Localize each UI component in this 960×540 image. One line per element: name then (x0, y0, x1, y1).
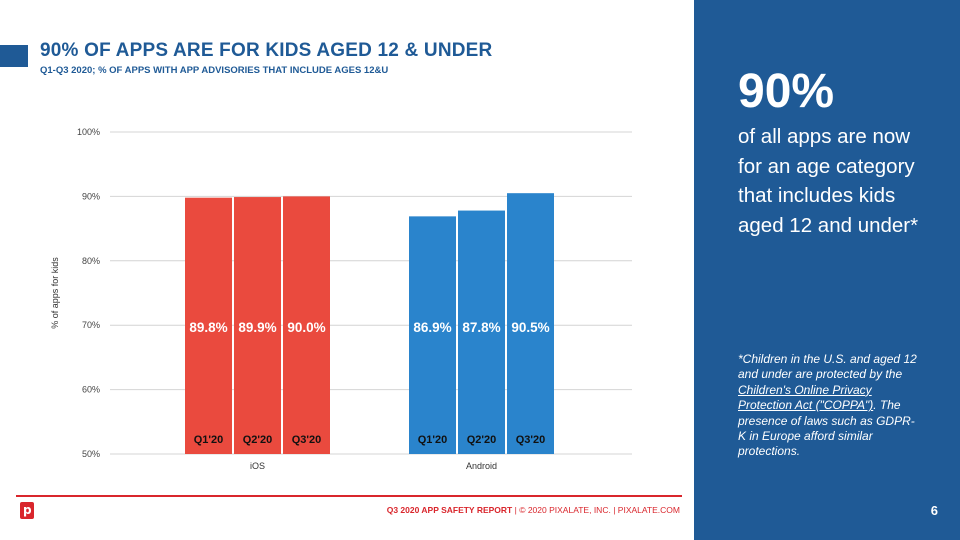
bar (283, 196, 330, 454)
coppa-link[interactable]: Children's Online Privacy Protection Act… (738, 382, 874, 413)
y-tick-label: 60% (82, 385, 100, 395)
y-tick-label: 80% (82, 256, 100, 266)
footer-divider (16, 495, 682, 497)
title-accent-tab (0, 45, 28, 67)
bar (234, 197, 281, 454)
x-category-label: Android (466, 461, 497, 471)
bar-value-label: 90.0% (287, 320, 325, 335)
bar-quarter-label: Q3'20 (292, 434, 322, 446)
y-tick-label: 70% (82, 320, 100, 330)
bar (409, 216, 456, 454)
bar-chart: 50% 60% 70% 80% 90% 100% % of apps for kids 89.… (50, 127, 632, 471)
bar-quarter-label: Q1'20 (194, 434, 224, 446)
stat-description: of all apps are now for an age category … (738, 125, 919, 237)
bar (185, 197, 232, 455)
slide-content: 90% OF APPS ARE FOR KIDS AGED 12 & UNDER… (0, 40, 682, 519)
bar-quarter-label: Q2'20 (243, 434, 273, 446)
big-stat: 90% (738, 65, 835, 118)
bar-value-label: 86.9% (413, 320, 451, 335)
footnote-rest: . The presence of laws such as GDPR-K in… (738, 398, 915, 459)
y-tick-label: 100% (77, 127, 100, 137)
footer-separator: | (613, 505, 616, 515)
y-tick-label: 50% (82, 449, 100, 459)
footnote: *Children in the U.S. and aged 12 and un… (738, 352, 920, 460)
bar (507, 193, 554, 454)
footer-site-link[interactable]: PIXALATE.COM (617, 505, 680, 515)
logo-letter: p (23, 503, 32, 517)
stat-panel: 90% of all apps are now for an age categ… (694, 0, 960, 540)
y-axis-label: % of apps for kids (50, 257, 60, 329)
bar-quarter-label: Q2'20 (467, 434, 497, 446)
bar-value-label: 89.9% (238, 320, 276, 335)
bar-value-label: 89.8% (189, 320, 227, 335)
footer-separator: | (514, 505, 517, 515)
bar-value-label: 87.8% (462, 320, 500, 335)
y-tick-label: 90% (82, 191, 100, 201)
bar-value-label: 90.5% (511, 320, 549, 335)
footer-text: Q3 2020 APP SAFETY REPORT | © 2020 PIXAL… (387, 505, 680, 515)
page-title: 90% OF APPS ARE FOR KIDS AGED 12 & UNDER (40, 40, 493, 61)
footnote-intro: *Children in the U.S. and aged 12 and un… (738, 352, 917, 382)
page-number: 6 (930, 503, 938, 518)
page-subtitle: Q1-Q3 2020; % OF APPS WITH APP ADVISORIE… (40, 65, 389, 76)
footer-copyright: © 2020 PIXALATE, INC. (519, 505, 611, 515)
bar-quarter-label: Q1'20 (418, 434, 448, 446)
footer-report-title: Q3 2020 APP SAFETY REPORT (386, 505, 513, 515)
bar (458, 210, 505, 454)
bar-quarter-label: Q3'20 (516, 434, 546, 446)
x-category-label: iOS (250, 461, 265, 471)
pixalate-logo-icon: p (20, 502, 34, 519)
